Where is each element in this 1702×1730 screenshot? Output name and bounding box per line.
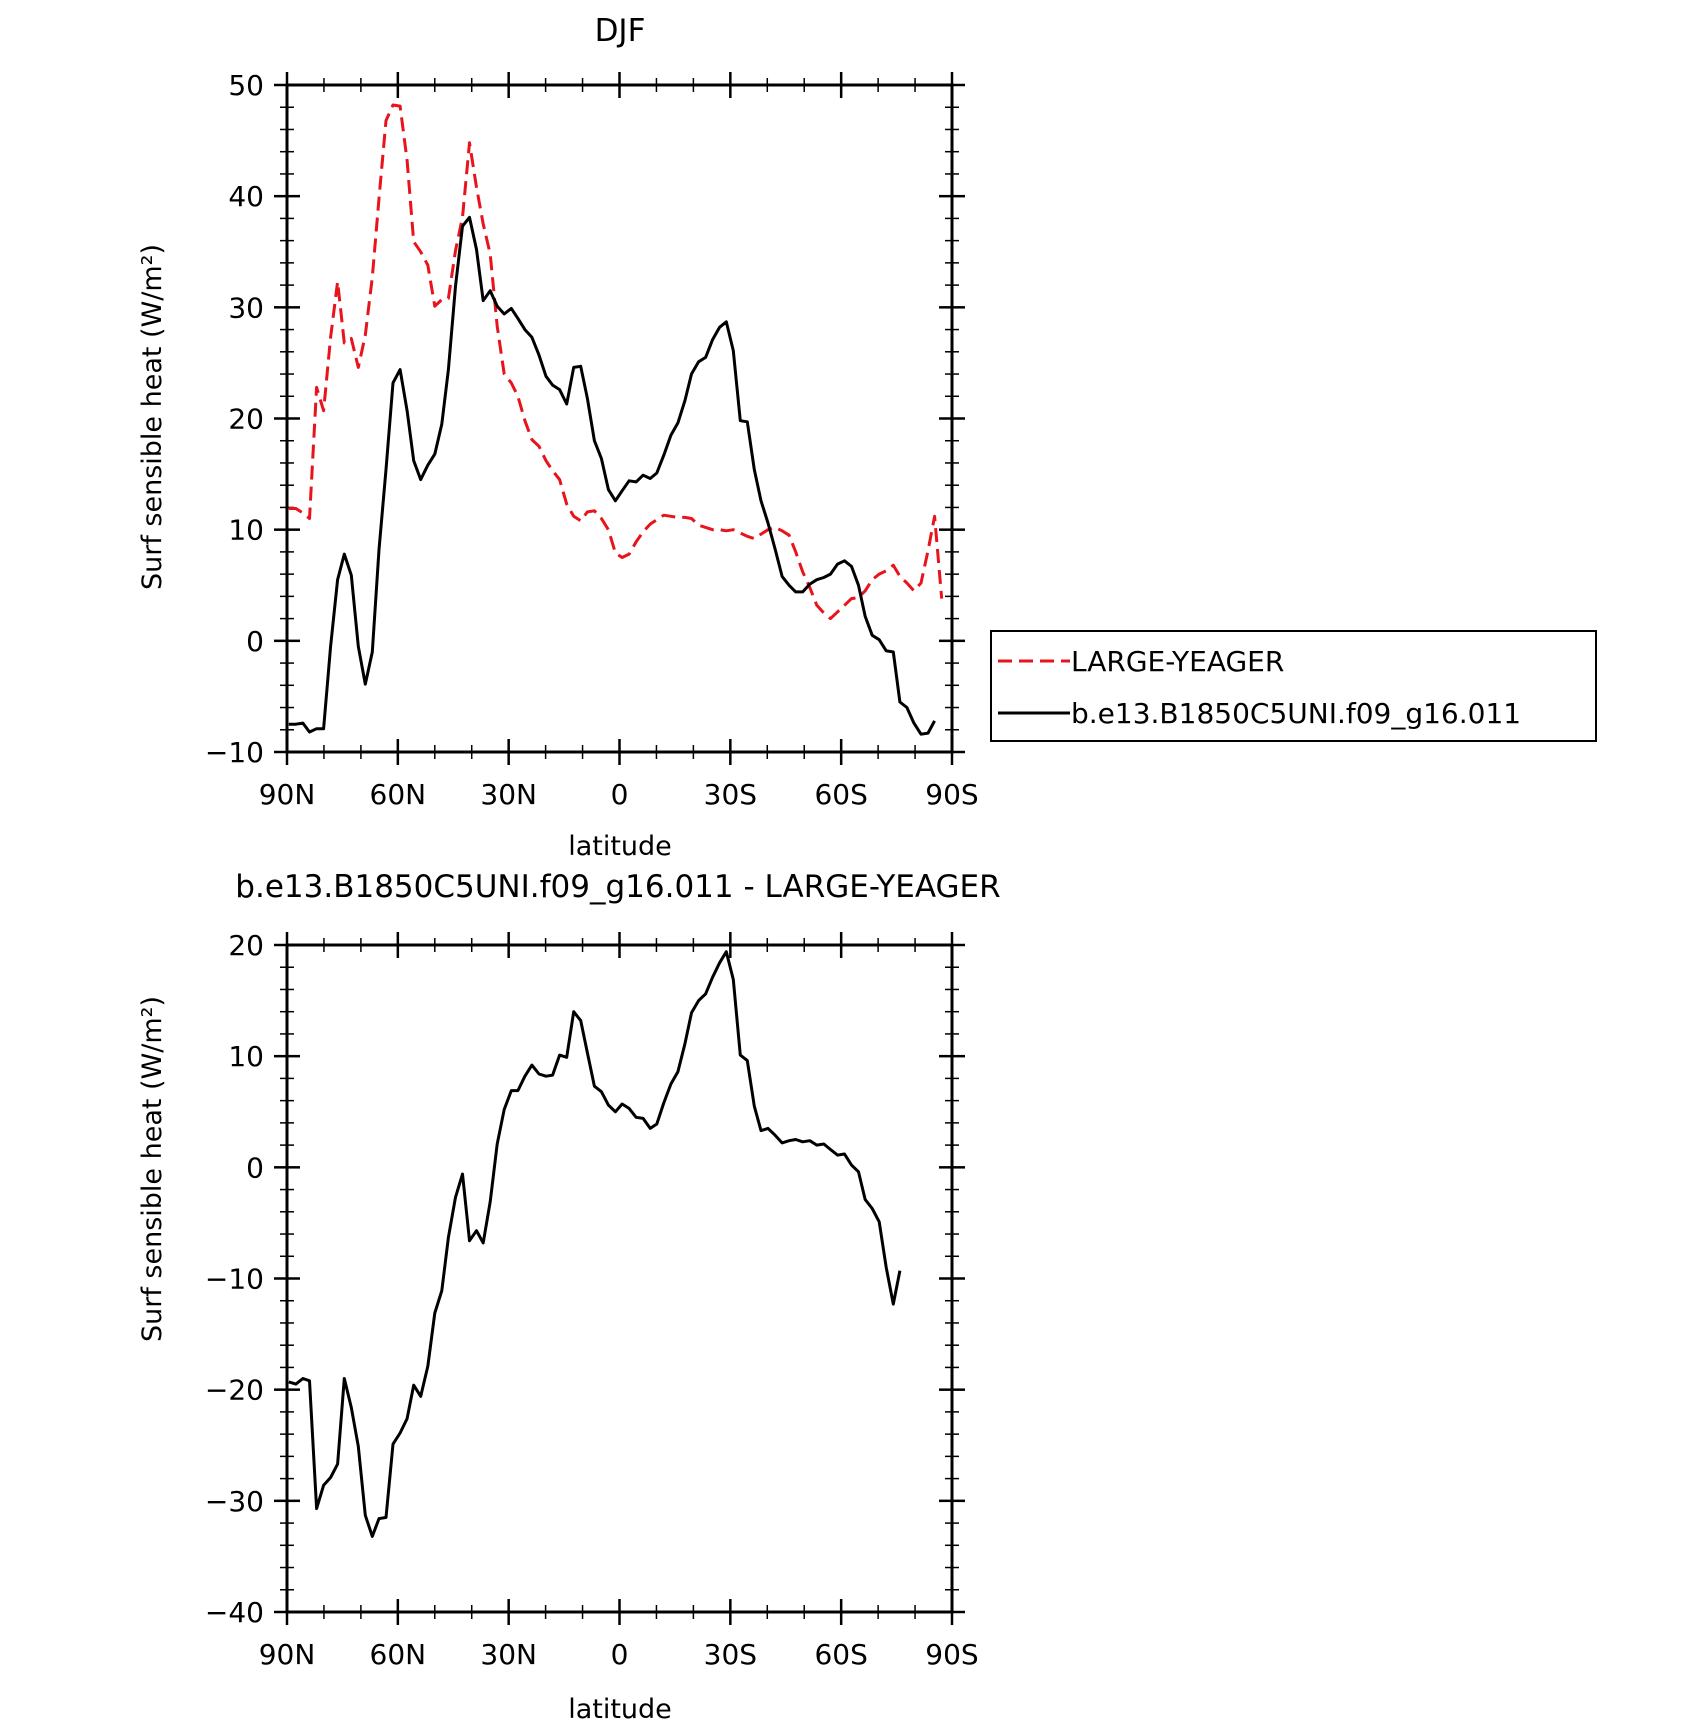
top-chart-title: DJF [595, 13, 646, 49]
bottom-x-tick-label: 60S [814, 1638, 867, 1671]
top-y-tick-label: 20 [228, 403, 264, 436]
bottom-y-tick-label: −40 [205, 1596, 264, 1629]
bottom-y-tick-label: −20 [205, 1374, 264, 1407]
top-y-tick-label: 30 [228, 291, 264, 324]
legend: LARGE-YEAGER b.e13.B1850C5UNI.f09_g16.01… [990, 630, 1597, 742]
bottom-x-tick-label: 90S [925, 1638, 978, 1671]
bottom-y-tick-label: −30 [205, 1485, 264, 1518]
bottom-y-tick-label: 10 [228, 1040, 264, 1073]
bottom-x-tick-label: 90N [259, 1638, 316, 1671]
top-series-line-0 [288, 103, 944, 621]
bottom-chart-title: b.e13.B1850C5UNI.f09_g16.011 - LARGE-YEA… [235, 869, 1000, 905]
legend-box [990, 630, 1597, 742]
top-y-tick-label: −10 [205, 736, 264, 769]
bottom-y-tick-label: 20 [228, 929, 264, 962]
top-plot-frame [285, 83, 954, 754]
top-panel: DJF −10 0 10 20 30 40 50 90N 60N 30N 0 30S 60S 90S la… [137, 13, 1597, 862]
bottom-x-axis-label: latitude [568, 1694, 672, 1725]
top-y-tick-label: 10 [228, 514, 264, 547]
top-y-tick-label: 0 [246, 625, 264, 658]
top-x-tick-label: 30N [480, 778, 537, 811]
bottom-panel: b.e13.B1850C5UNI.f09_g16.011 - LARGE-YEA… [137, 869, 1001, 1725]
top-x-tick-label: 90N [259, 778, 316, 811]
bottom-plot-area: −40 −30 −20 −10 0 10 20 90N 60N 30N 0 30S 60S 90S [205, 929, 979, 1671]
bottom-y-tick-label: 0 [246, 1151, 264, 1184]
bottom-x-tick-label: 30N [480, 1638, 537, 1671]
top-y-axis-label: Surf sensible heat (W/m²) [137, 244, 168, 590]
bottom-y-tick-label: −10 [205, 1263, 264, 1296]
top-x-tick-label: 60N [370, 778, 427, 811]
top-series-line-1 [288, 215, 936, 736]
legend-label-large-yeager: LARGE-YEAGER [1071, 645, 1284, 678]
top-x-tick-label: 60S [814, 778, 867, 811]
legend-label-model: b.e13.B1850C5UNI.f09_g16.011 [1071, 697, 1521, 730]
top-x-tick-label: 30S [704, 778, 757, 811]
bottom-x-tick-label: 60N [370, 1638, 427, 1671]
top-y-tick-label: 40 [228, 180, 264, 213]
bottom-x-tick-label: 30S [704, 1638, 757, 1671]
bottom-series-line-0 [288, 950, 902, 1538]
top-x-tick-label: 90S [925, 778, 978, 811]
top-x-tick-label: 0 [611, 778, 629, 811]
top-plot-area: −10 0 10 20 30 40 50 90N 60N 30N 0 30S 60S 90S [205, 69, 979, 811]
bottom-y-axis-label: Surf sensible heat (W/m²) [137, 996, 168, 1342]
top-y-tick-label: 50 [228, 69, 264, 102]
bottom-x-tick-label: 0 [611, 1638, 629, 1671]
top-x-axis-label: latitude [568, 831, 672, 862]
